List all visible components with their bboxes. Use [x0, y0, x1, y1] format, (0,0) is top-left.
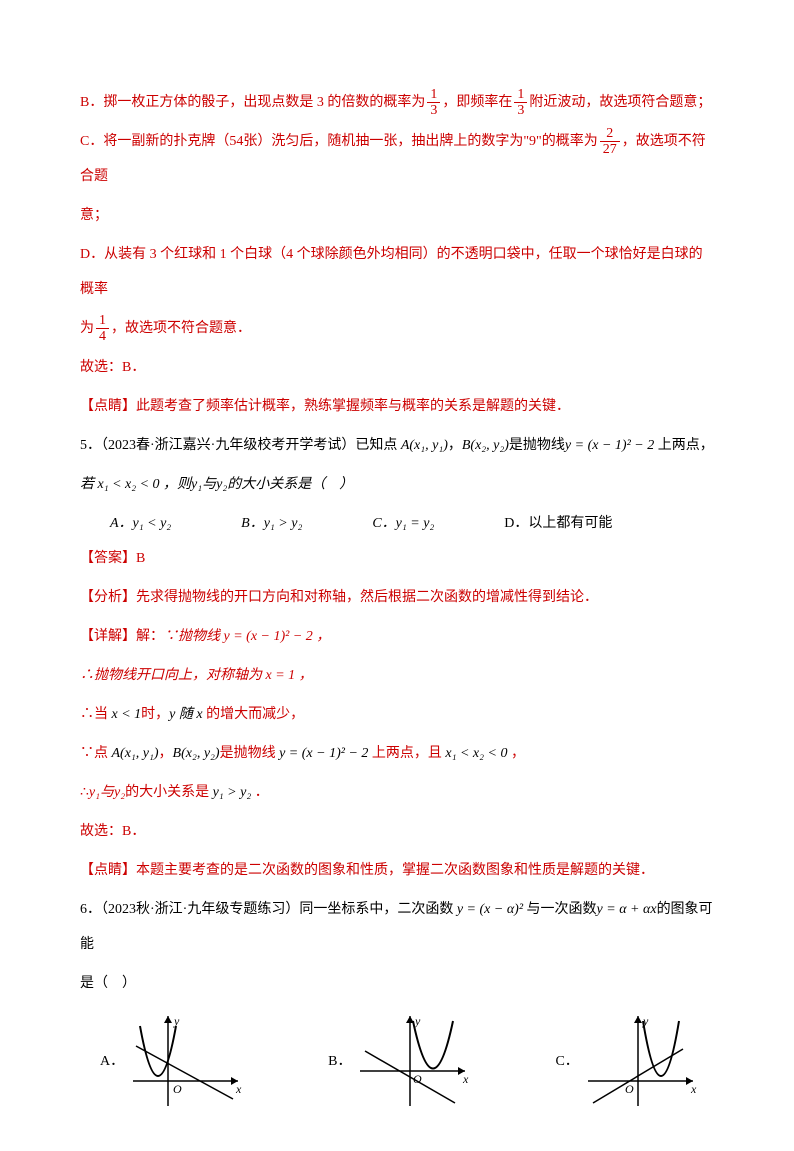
q5-detail5: ∴y₁与y₂的大小关系是 y₁ > y₂ ． [80, 775, 714, 810]
q5-option-d: D．以上都有可能 [504, 506, 612, 541]
q6-svg-b: O x y [355, 1011, 475, 1111]
svg-text:y: y [414, 1014, 421, 1028]
q5-option-b: B．y₁ > y₂ [241, 506, 302, 541]
q6-label-c: C． [555, 1044, 578, 1079]
svg-text:x: x [462, 1072, 469, 1086]
q5-detail3: ∴当 x < 1时，y 随 x 的增大而减少， [80, 697, 714, 732]
q6-svg-c: O x y [583, 1011, 703, 1111]
svg-text:x: x [235, 1082, 242, 1096]
q6-graph-a: A． O x y [100, 1011, 248, 1111]
q5-detail4: ∵点 A(x₁, y₁)，B(x₂, y₂)是抛物线 y = (x − 1)² … [80, 736, 714, 771]
svg-text:y: y [173, 1014, 180, 1028]
q5-detail2: ∴抛物线开口向上，对称轴为 x = 1 ， [80, 658, 714, 693]
q5-options: A．y₁ < y₂ B．y₁ > y₂ C．y₁ = y₂ D．以上都有可能 [80, 506, 714, 541]
svg-text:O: O [413, 1072, 422, 1086]
q4-option-d-line2: 为14，故选项不符合题意． [80, 311, 714, 346]
q6-stem-line2: 是（ ） [80, 966, 714, 1001]
q5-detail1: 【详解】解：∵抛物线 y = (x − 1)² − 2 ， [80, 619, 714, 654]
q6-graph-c: C． O x y [555, 1011, 702, 1111]
q4-option-c-line1: C．将一副新的扑克牌（54张）洗匀后，随机抽一张，抽出牌上的数字为"9"的概率为… [80, 124, 714, 194]
q5-answer: 故选：B． [80, 814, 714, 849]
q4-option-c-line2: 意； [80, 198, 714, 233]
q5-option-c: C．y₁ = y₂ [372, 506, 434, 541]
q5-stem-line1: 5．（2023春·浙江嘉兴·九年级校考开学考试）已知点 A(x₁, y₁)，B(… [80, 428, 714, 463]
q6-label-a: A． [100, 1044, 124, 1079]
q6-graph-b: B． O x y [328, 1011, 475, 1111]
q4-option-d-line1: D．从装有 3 个红球和 1 个白球（4 个球除颜色外均相同）的不透明口袋中，任… [80, 237, 714, 307]
q6-label-b: B． [328, 1044, 351, 1079]
q5-dianqing: 【点睛】本题主要考查的是二次函数的图象和性质，掌握二次函数图象和性质是解题的关键… [80, 853, 714, 888]
q4-answer: 故选：B． [80, 350, 714, 385]
q6-stem-line1: 6．（2023秋·浙江·九年级专题练习）同一坐标系中，二次函数 y = (x −… [80, 892, 714, 962]
svg-text:O: O [173, 1082, 182, 1096]
q4-dianqing: 【点睛】此题考查了频率估计概率，熟练掌握频率与概率的关系是解题的关键． [80, 389, 714, 424]
svg-text:x: x [690, 1082, 697, 1096]
q5-stem-line2: 若 x₁ < x₂ < 0 ，则y₁与y₂的大小关系是（ ） [80, 467, 714, 502]
q4-option-b: B．掷一枚正方体的骰子，出现点数是 3 的倍数的概率为13，即频率在13附近波动… [80, 85, 714, 120]
q5-fenxi: 【分析】先求得抛物线的开口方向和对称轴，然后根据二次函数的增减性得到结论． [80, 580, 714, 615]
svg-text:O: O [625, 1082, 634, 1096]
q6-svg-a: O x y [128, 1011, 248, 1111]
q5-option-a: A．y₁ < y₂ [110, 506, 171, 541]
q6-graph-row: A． O x y B． O [80, 1011, 714, 1111]
q5-daan: 【答案】B [80, 541, 714, 576]
svg-text:y: y [642, 1014, 649, 1028]
